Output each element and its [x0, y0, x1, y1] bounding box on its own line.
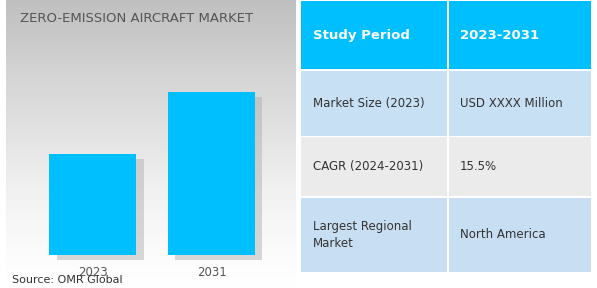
FancyBboxPatch shape [301, 137, 447, 196]
Text: 15.5%: 15.5% [460, 160, 497, 173]
Text: 2031: 2031 [197, 266, 226, 279]
FancyBboxPatch shape [301, 198, 447, 272]
Text: CAGR (2024-2031): CAGR (2024-2031) [313, 160, 423, 173]
Text: Source: OMR Global: Source: OMR Global [12, 275, 122, 285]
FancyBboxPatch shape [176, 97, 262, 260]
FancyBboxPatch shape [448, 71, 591, 136]
FancyBboxPatch shape [301, 71, 447, 136]
FancyBboxPatch shape [301, 1, 447, 69]
Text: Largest Regional
Market: Largest Regional Market [313, 220, 412, 250]
FancyBboxPatch shape [50, 154, 136, 255]
Text: North America: North America [460, 228, 546, 241]
Text: 2023: 2023 [78, 266, 107, 279]
FancyBboxPatch shape [448, 1, 591, 69]
FancyBboxPatch shape [448, 198, 591, 272]
FancyBboxPatch shape [448, 137, 591, 196]
Text: USD XXXX Million: USD XXXX Million [460, 97, 563, 110]
FancyBboxPatch shape [57, 159, 143, 260]
Text: Study Period: Study Period [313, 29, 410, 42]
Text: ZERO-EMISSION AIRCRAFT MARKET: ZERO-EMISSION AIRCRAFT MARKET [20, 12, 254, 24]
Text: 2023-2031: 2023-2031 [460, 29, 539, 42]
Text: Market Size (2023): Market Size (2023) [313, 97, 424, 110]
FancyBboxPatch shape [168, 92, 255, 255]
